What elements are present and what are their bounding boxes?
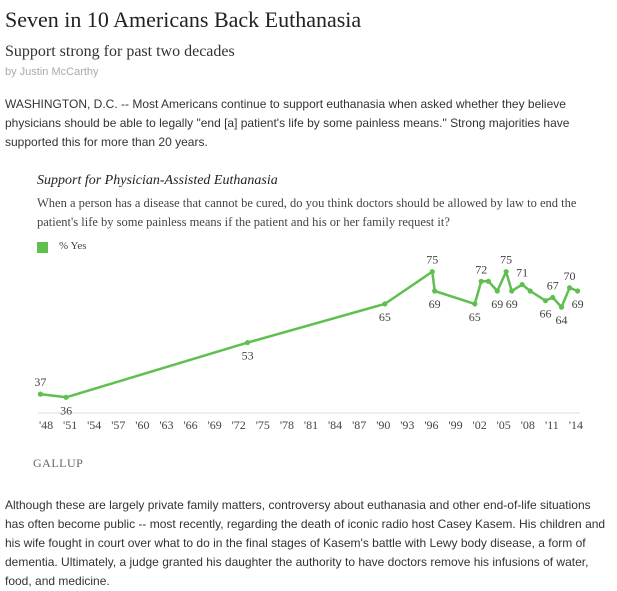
x-tick-label: '08 — [521, 418, 535, 432]
chart-question: When a person has a disease that cannot … — [37, 196, 577, 229]
data-label: 70 — [564, 269, 576, 283]
data-point — [542, 298, 549, 304]
data-point — [574, 288, 581, 294]
data-point — [472, 301, 478, 307]
data-label: 64 — [556, 313, 568, 327]
data-label: 65 — [469, 310, 481, 324]
data-label: 72 — [475, 262, 487, 276]
data-label: 67 — [547, 278, 559, 292]
data-point — [432, 288, 438, 294]
gallup-logo: GALLUP — [33, 456, 84, 470]
data-label: 66 — [539, 307, 551, 321]
data-point — [519, 281, 525, 288]
data-label: 69 — [429, 297, 441, 311]
x-tick-label: '54 — [87, 418, 101, 432]
data-point — [503, 269, 509, 275]
data-point — [550, 294, 556, 301]
x-tick-label: '14 — [569, 418, 583, 432]
data-label: 65 — [379, 310, 391, 324]
body-paragraph: Although these are largely private famil… — [5, 498, 606, 588]
data-label: 69 — [491, 297, 503, 311]
data-point — [566, 285, 573, 291]
x-tick-label: '81 — [304, 418, 318, 432]
x-tick-label: '57 — [111, 418, 125, 432]
data-point — [37, 391, 44, 397]
data-label: 37 — [34, 375, 46, 389]
data-point — [485, 278, 492, 284]
data-label: 75 — [500, 255, 512, 267]
x-tick-label: '51 — [63, 418, 77, 432]
data-label: 75 — [426, 255, 438, 267]
x-tick-label: '75 — [256, 418, 270, 432]
x-tick-label: '60 — [135, 418, 149, 432]
chart-title: Support for Physician-Assisted Euthanasi… — [37, 173, 278, 188]
legend-label: % Yes — [59, 240, 87, 252]
data-point — [244, 339, 251, 346]
x-tick-label: '99 — [448, 418, 462, 432]
data-label: 69 — [572, 297, 584, 311]
x-tick-label: '90 — [376, 418, 390, 432]
x-tick-label: '69 — [208, 418, 222, 432]
data-point — [527, 288, 533, 294]
headline: Seven in 10 Americans Back Euthanasia — [5, 7, 362, 32]
x-tick-label: '02 — [473, 418, 487, 432]
x-tick-label: '84 — [328, 418, 342, 432]
line-chart: '48 '51 '54 '57 '60 '63 '66 '69 '72 '75 '78 '81 '84 '… — [34, 255, 584, 432]
x-tick-label: '93 — [400, 418, 414, 432]
data-point — [382, 301, 388, 307]
x-tick-label: '96 — [424, 418, 438, 432]
data-point — [478, 278, 484, 284]
x-tick-label: '87 — [352, 418, 366, 432]
x-tick-label: '48 — [39, 418, 53, 432]
data-point — [429, 269, 435, 275]
x-tick-label: '66 — [183, 418, 197, 432]
data-label: 36 — [60, 403, 72, 417]
data-point — [509, 288, 515, 294]
legend-swatch — [37, 242, 48, 253]
x-tick-label: '78 — [280, 418, 294, 432]
data-point — [63, 394, 69, 400]
data-point — [558, 304, 565, 310]
x-tick-label: '63 — [159, 418, 173, 432]
x-tick-label: '11 — [545, 418, 559, 432]
lead-paragraph: WASHINGTON, D.C. -- Most Americans conti… — [5, 97, 570, 149]
x-tick-label: '72 — [232, 418, 246, 432]
byline[interactable]: by Justin McCarthy — [5, 66, 99, 78]
data-point — [494, 288, 500, 294]
x-tick-label: '05 — [497, 418, 511, 432]
data-label: 71 — [516, 266, 528, 280]
data-label: 69 — [506, 297, 518, 311]
subheadline: Support strong for past two decades — [5, 43, 235, 60]
data-label: 53 — [242, 349, 254, 363]
